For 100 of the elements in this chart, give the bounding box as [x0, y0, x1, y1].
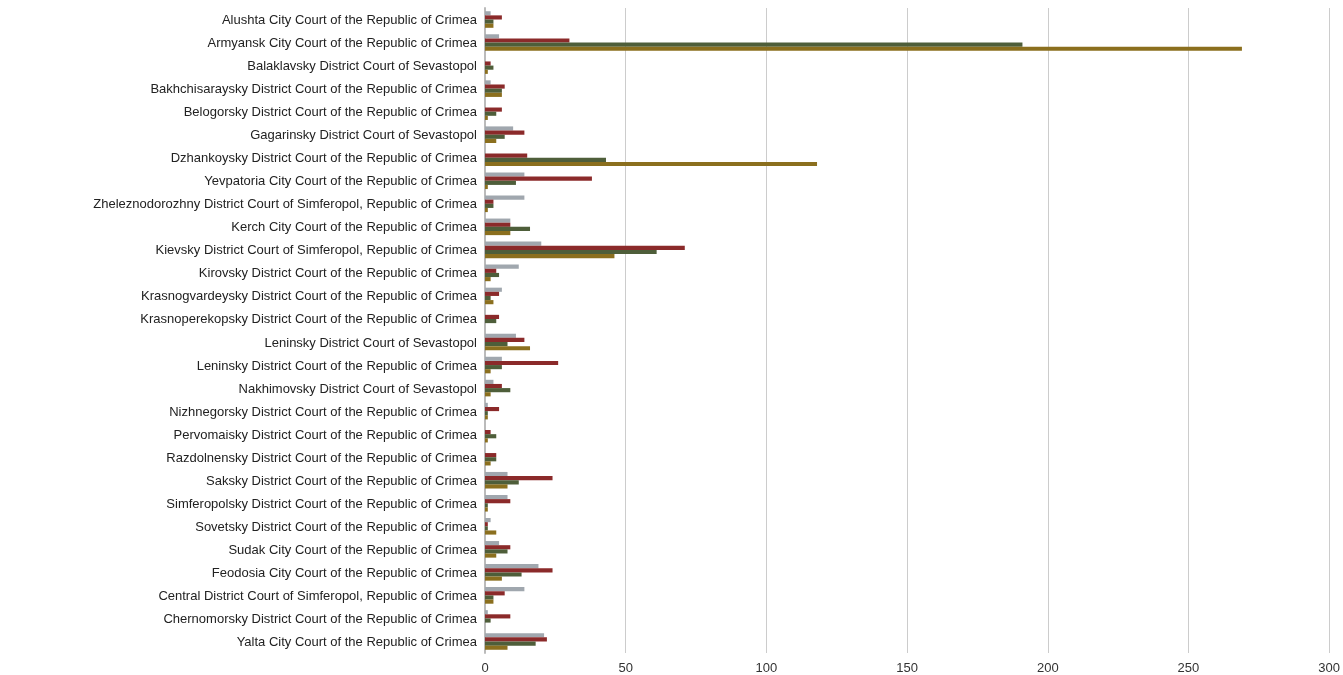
bar: [485, 461, 491, 466]
bar: [485, 157, 606, 162]
bar: [485, 641, 536, 646]
bar: [485, 402, 488, 407]
bar: [485, 471, 508, 477]
bar: [485, 115, 488, 120]
bar: [485, 346, 531, 351]
bar: [485, 591, 505, 596]
bar: [485, 34, 500, 39]
bar: [485, 222, 511, 227]
bar: [485, 406, 500, 412]
bar: [485, 476, 553, 481]
bar: [485, 610, 488, 615]
y-tick-label: Krasnogvardeysky District Court of the Republic of Crimea: [141, 288, 478, 304]
bar: [485, 314, 500, 319]
bar: [485, 618, 491, 623]
y-tick-label: Kievsky District Court of Simferopol, Republic of Crimea: [155, 242, 478, 258]
bar: [485, 549, 508, 554]
bar: [485, 518, 491, 523]
x-tick-label: 0: [481, 660, 489, 675]
bar: [485, 161, 818, 167]
bar: [485, 342, 508, 347]
bar: [485, 277, 491, 282]
y-tick-label: Leninsky District Court of the Republic of Crimea: [196, 357, 478, 373]
y-tick-label: Nizhnegorsky District Court of the Republic of Crimea: [169, 403, 478, 419]
y-tick-label: Bakhchisaraysky District Court of the Republic of Crimea: [150, 81, 478, 97]
bar: [485, 360, 559, 366]
bar: [485, 130, 525, 135]
bar: [485, 599, 494, 604]
y-tick-label: Dzhankoysky District Court of the Republic of Crimea: [170, 150, 478, 166]
bar: [485, 111, 497, 116]
bar: [485, 295, 491, 301]
y-tick-label: Pervomaisky District Court of the Republic of Crimea: [173, 426, 478, 442]
bar: [485, 434, 497, 439]
y-tick-label: Chernomorsky District Court of the Republic of Crimea: [163, 610, 478, 626]
bar: [485, 92, 502, 97]
bar: [485, 107, 502, 112]
bar: [485, 568, 553, 573]
bar: [485, 318, 497, 324]
bar: [485, 249, 657, 255]
y-tick-label: Balaklavsky District Court of Sevastopol: [247, 58, 478, 74]
bar: [485, 484, 508, 489]
x-tick-label: 150: [896, 660, 918, 675]
bar: [485, 153, 528, 158]
bar: [485, 138, 497, 143]
bar: [485, 333, 516, 338]
y-tick-label: Alushta City Court of the Republic of Crimea: [221, 12, 478, 28]
bar: [485, 564, 539, 569]
x-tick-label: 250: [1177, 660, 1200, 675]
bar: [485, 503, 488, 508]
y-tick-label: Nakhimovsky District Court of Sevastopol: [238, 380, 478, 396]
y-tick-label: Feodosia City Court of the Republic of Crimea: [211, 564, 478, 580]
bar: [485, 230, 511, 236]
y-tick-label: Sudak City Court of the Republic of Crimea: [228, 541, 478, 557]
x-tick-label: 300: [1318, 660, 1341, 675]
y-tick-label: Saksky District Court of the Republic of Crimea: [206, 472, 478, 488]
bar: [485, 494, 508, 500]
bar: [485, 46, 1242, 51]
x-tick-label: 50: [618, 660, 633, 675]
bar: [485, 645, 508, 650]
bar: [485, 15, 502, 20]
bar: [485, 457, 497, 462]
bar: [485, 383, 502, 389]
bar: [485, 522, 488, 527]
bar: [485, 69, 488, 74]
y-tick-label: Kirovsky District Court of the Republic of Crimea: [198, 265, 478, 281]
bar: [485, 356, 502, 361]
bar: [485, 637, 547, 642]
bar: [485, 576, 502, 581]
bar: [485, 245, 685, 250]
bar: [485, 38, 570, 43]
bar: [485, 365, 502, 370]
bar: [485, 392, 491, 397]
bar: [485, 291, 500, 296]
bar: [485, 300, 494, 305]
bar: [485, 264, 519, 269]
bar: [485, 203, 494, 208]
y-tick-label: Belogorsky District Court of the Republic of Crimea: [183, 104, 478, 120]
bar: [485, 19, 494, 24]
bar: [485, 526, 488, 531]
y-tick-label: Armyansk City Court of the Republic of Crimea: [207, 35, 478, 51]
bar: [485, 126, 514, 131]
bar: [485, 218, 511, 223]
y-tick-label: Yalta City Court of the Republic of Crimea: [236, 633, 478, 649]
y-tick-label: Razdolnensky District Court of the Republic of Crimea: [166, 449, 478, 465]
bar: [485, 379, 494, 384]
bar: [485, 80, 491, 85]
bar: [485, 176, 592, 181]
bar: [485, 61, 491, 66]
bar: [485, 254, 615, 259]
bar: [485, 42, 1023, 47]
bar: [485, 369, 491, 374]
bar: [485, 614, 511, 619]
bar: [485, 411, 488, 416]
bar: [485, 195, 525, 200]
y-tick-label: Kerch City Court of the Republic of Crimea: [231, 219, 478, 235]
bar: [485, 595, 494, 600]
bar: [485, 633, 545, 638]
bar: [485, 499, 511, 504]
y-tick-label: Gagarinsky District Court of Sevastopol: [250, 127, 478, 143]
